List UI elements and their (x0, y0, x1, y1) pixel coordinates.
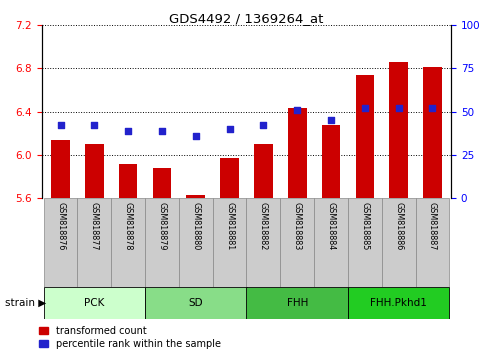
Text: GSM818886: GSM818886 (394, 202, 403, 250)
Bar (111, 198, 145, 287)
Text: SD: SD (188, 298, 203, 308)
Point (361, 105, 369, 111)
Bar (355, 75, 374, 198)
Bar (382, 198, 416, 287)
Bar (145, 287, 246, 319)
Point (428, 105, 436, 111)
Bar (348, 198, 382, 287)
Point (90, 122, 98, 128)
Text: GSM818882: GSM818882 (259, 202, 268, 250)
Text: GSM818885: GSM818885 (360, 202, 369, 250)
Bar (51, 140, 70, 198)
Text: GSM818878: GSM818878 (124, 202, 133, 250)
Text: FHH.Pkhd1: FHH.Pkhd1 (370, 298, 427, 308)
Text: GSM818883: GSM818883 (293, 202, 302, 250)
Bar (288, 108, 307, 198)
Text: PCK: PCK (84, 298, 105, 308)
Bar (43, 287, 145, 319)
Bar (43, 198, 77, 287)
Bar (153, 168, 171, 198)
Text: GSM818884: GSM818884 (326, 202, 336, 250)
Bar (348, 287, 450, 319)
Bar (186, 195, 205, 198)
Point (226, 126, 234, 132)
Bar (212, 198, 246, 287)
Text: GSM818881: GSM818881 (225, 202, 234, 250)
Text: GSM818876: GSM818876 (56, 202, 65, 250)
Point (259, 122, 267, 128)
Bar (220, 158, 239, 198)
Point (395, 105, 403, 111)
Bar (416, 198, 450, 287)
Text: GSM818887: GSM818887 (428, 202, 437, 250)
Text: GSM818877: GSM818877 (90, 202, 99, 250)
Point (57, 122, 65, 128)
Bar (119, 164, 138, 198)
Bar (246, 287, 348, 319)
Bar (314, 198, 348, 287)
Bar (281, 198, 314, 287)
Bar (145, 198, 179, 287)
Bar (423, 67, 442, 198)
Point (158, 128, 166, 133)
Point (192, 133, 200, 139)
Bar (246, 198, 281, 287)
Text: FHH: FHH (286, 298, 308, 308)
Bar (85, 144, 104, 198)
Bar (254, 144, 273, 198)
Text: GDS4492 / 1369264_at: GDS4492 / 1369264_at (169, 12, 324, 25)
Text: GSM818879: GSM818879 (157, 202, 167, 250)
Text: strain ▶: strain ▶ (5, 298, 46, 308)
Bar (389, 62, 408, 198)
Point (327, 118, 335, 123)
Text: GSM818880: GSM818880 (191, 202, 200, 250)
Point (293, 107, 301, 113)
Bar (77, 198, 111, 287)
Bar (322, 125, 340, 198)
Bar (179, 198, 212, 287)
Point (124, 128, 132, 133)
Legend: transformed count, percentile rank within the sample: transformed count, percentile rank withi… (39, 326, 221, 349)
